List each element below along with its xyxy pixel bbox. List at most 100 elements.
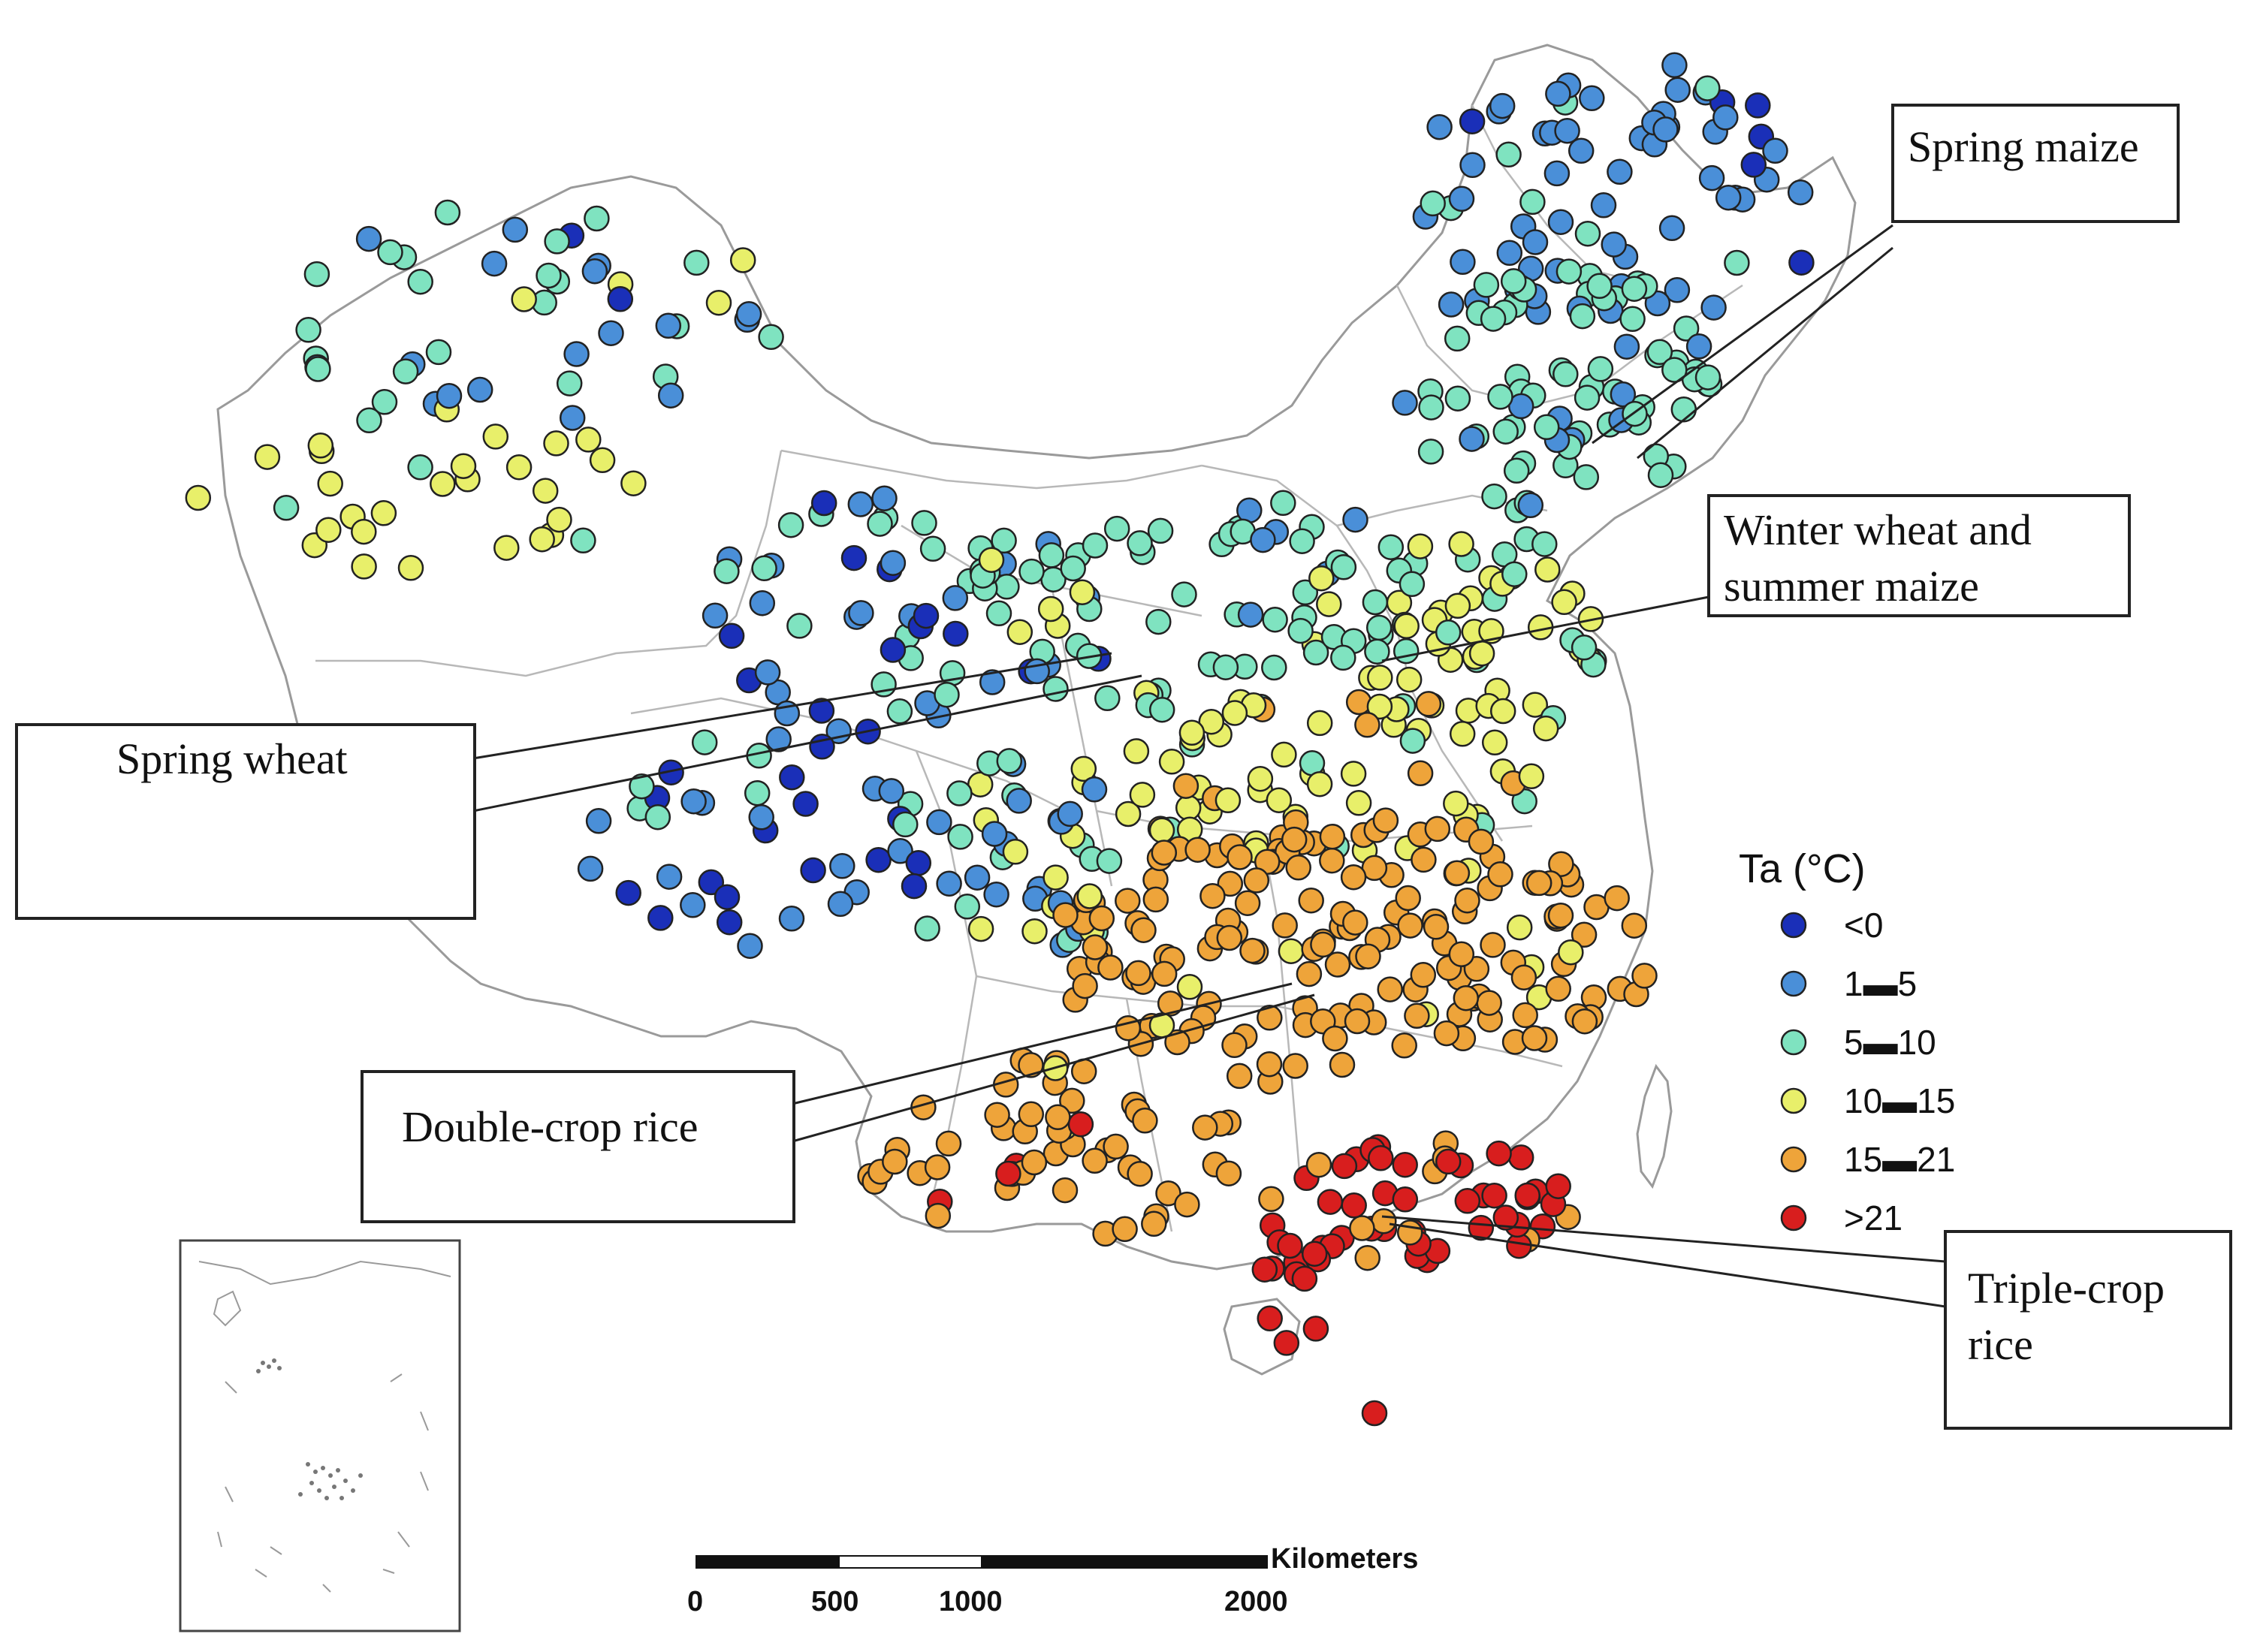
station-point (1533, 414, 1560, 441)
station-point (1289, 528, 1315, 554)
station-point (1547, 209, 1574, 235)
station-point (1198, 708, 1225, 735)
station-point (1444, 860, 1471, 887)
station-point (1590, 192, 1617, 219)
station-point (481, 250, 508, 277)
station-points (185, 52, 1815, 1427)
station-point (1712, 104, 1739, 131)
station-point (1448, 941, 1475, 967)
station-point (1423, 914, 1450, 940)
station-point (1097, 954, 1124, 981)
station-point (1174, 1191, 1200, 1218)
station-point (1397, 912, 1423, 939)
station-point (1175, 794, 1202, 821)
station-point (1215, 787, 1242, 814)
station-point (1227, 844, 1253, 870)
station-point (1082, 934, 1109, 960)
station-point (1342, 909, 1368, 936)
station-point (1273, 1330, 1300, 1356)
station-point (1151, 960, 1178, 987)
station-point (1647, 462, 1674, 488)
station-point (936, 870, 962, 897)
station-point (1076, 883, 1103, 909)
station-point (1392, 1151, 1418, 1178)
station-point (1454, 1188, 1481, 1214)
station-point (1481, 483, 1507, 510)
station-point (865, 846, 892, 873)
station-point (878, 778, 905, 804)
station-point (1158, 749, 1185, 775)
station-point (714, 884, 741, 910)
station-point (1192, 1114, 1218, 1141)
legend-label: 10▬15 (1844, 1081, 1955, 1120)
station-point (434, 199, 461, 226)
station-point (765, 726, 792, 752)
station-point (1399, 728, 1426, 754)
legend-swatch (1780, 912, 1807, 939)
station-point (1574, 384, 1601, 411)
station-point (1417, 439, 1444, 465)
station-point (1486, 1140, 1512, 1167)
station-point (892, 811, 919, 838)
station-point (1646, 339, 1673, 366)
station-point (1145, 608, 1172, 635)
station-point (1396, 666, 1423, 693)
scale-tick-2000: 2000 (1224, 1586, 1288, 1617)
station-point (758, 324, 784, 351)
station-point (407, 268, 433, 295)
station-point (563, 341, 590, 367)
station-point (1495, 141, 1522, 168)
station-point (1234, 890, 1261, 916)
station-point (1500, 268, 1527, 294)
station-point (1132, 1108, 1158, 1134)
station-point (1568, 137, 1595, 164)
station-point (1587, 356, 1614, 382)
station-point (1125, 960, 1151, 987)
station-point (827, 891, 854, 918)
station-point (735, 301, 762, 327)
station-point (786, 613, 813, 639)
station-point (1438, 291, 1465, 318)
station-point (691, 729, 718, 755)
station-point (1571, 1008, 1598, 1035)
station-point (1340, 761, 1367, 787)
station-point (1393, 638, 1420, 665)
station-point (1257, 1005, 1283, 1031)
station-point (946, 780, 973, 806)
station-point (1345, 790, 1372, 816)
station-point (1184, 837, 1211, 863)
station-point (1127, 1160, 1153, 1187)
hainan-island (1223, 1298, 1301, 1376)
station-point (978, 547, 1005, 573)
station-point (1257, 1305, 1283, 1332)
station-point (254, 444, 281, 470)
station-point (1082, 532, 1109, 559)
station-point (607, 286, 634, 312)
station-point (1392, 390, 1418, 416)
station-point (1454, 887, 1480, 914)
callout-double-crop-rice: Double-crop rice (361, 982, 1315, 1223)
station-point (370, 500, 397, 526)
station-point (505, 454, 533, 481)
station-point (984, 1102, 1010, 1128)
station-point (934, 681, 960, 708)
station-point (714, 558, 740, 584)
station-point (1468, 640, 1495, 667)
station-point (1555, 258, 1583, 285)
station-point (1435, 1148, 1462, 1175)
station-point (1329, 1051, 1356, 1078)
station-point (1362, 589, 1389, 616)
station-point (698, 869, 725, 896)
station-point (511, 286, 537, 312)
station-point (1123, 738, 1150, 764)
station-point (1069, 579, 1096, 605)
station-point (1142, 886, 1169, 913)
station-point (1552, 361, 1579, 387)
station-point (1579, 85, 1605, 112)
station-point (995, 1160, 1021, 1187)
scale-tick-500: 500 (811, 1586, 858, 1617)
station-point (575, 427, 602, 453)
station-point (1285, 855, 1311, 881)
station-point (1489, 92, 1516, 119)
station-point (1522, 692, 1549, 718)
